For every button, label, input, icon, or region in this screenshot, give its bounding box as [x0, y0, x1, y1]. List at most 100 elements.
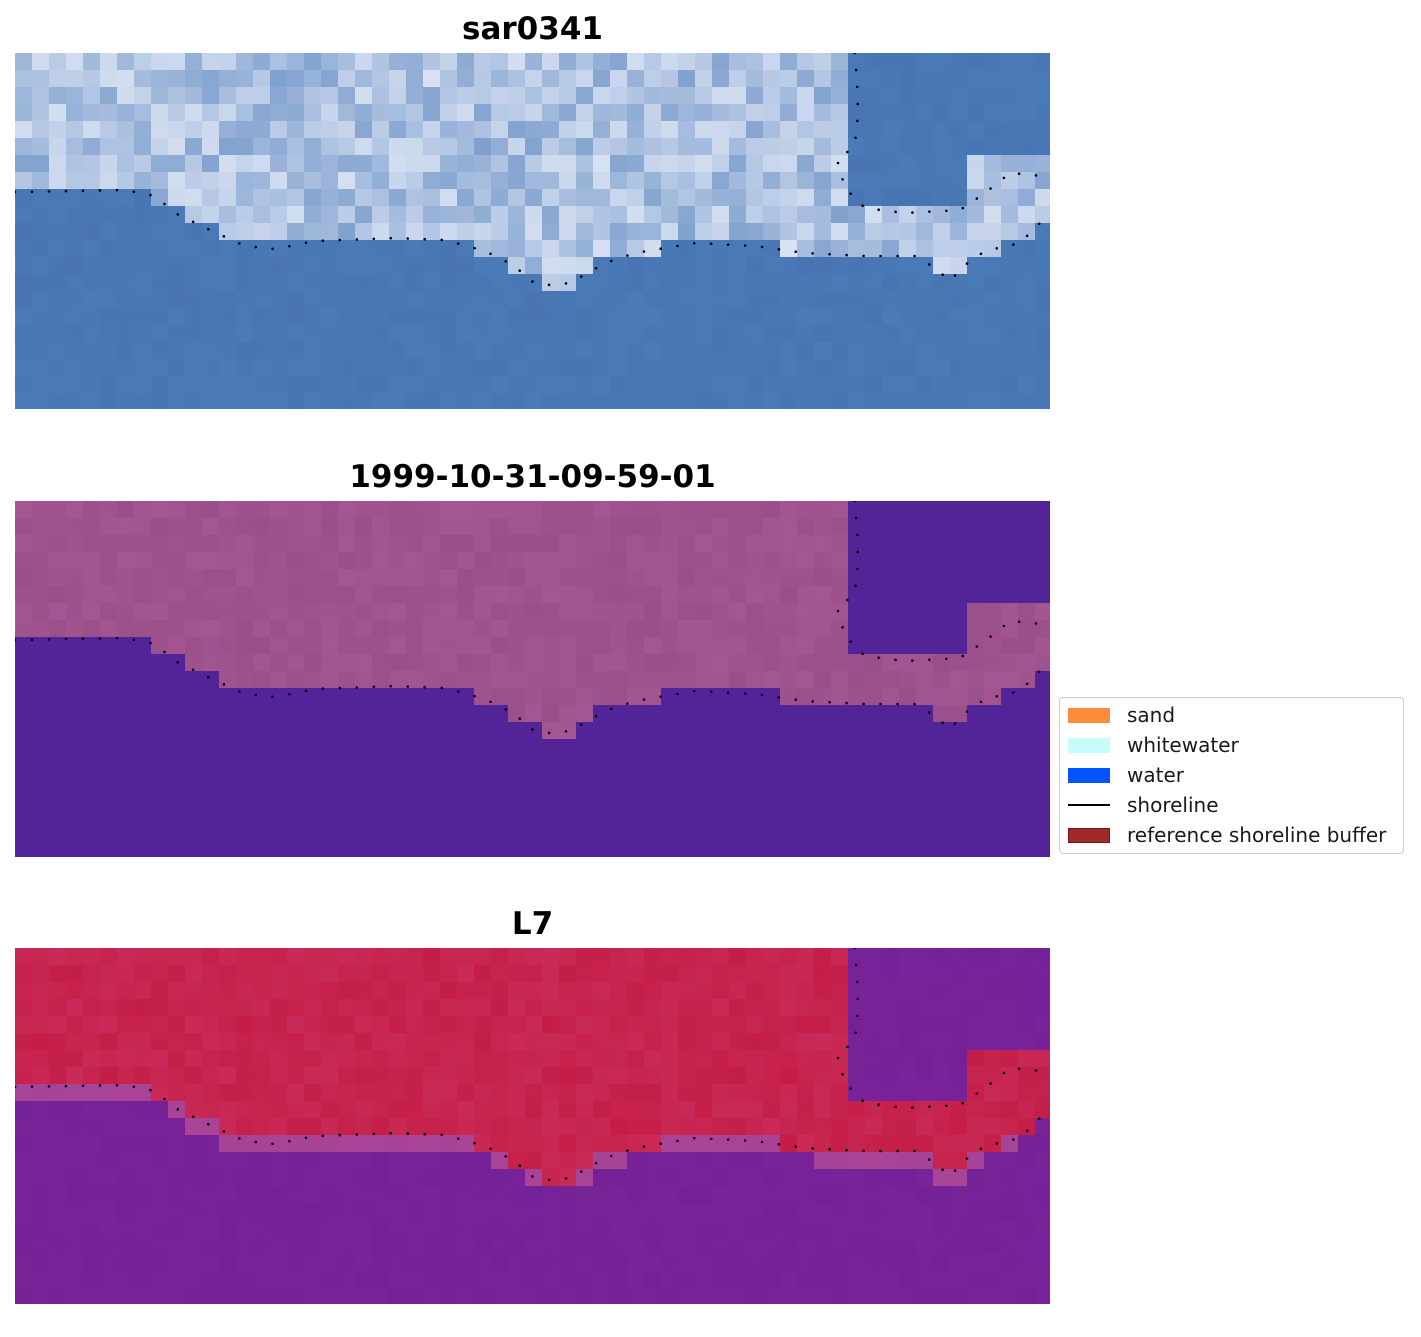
shoreline-dot [132, 638, 136, 642]
shoreline-dot [81, 189, 85, 193]
shoreline-dot [149, 641, 152, 645]
shoreline-dot [440, 686, 444, 690]
shoreline-dot [979, 1147, 983, 1151]
shoreline-dot [115, 636, 119, 640]
shoreline-dot [547, 1178, 551, 1182]
shoreline-dot [879, 1149, 882, 1153]
shoreline-dot [855, 85, 859, 89]
shoreline-dot [854, 68, 858, 72]
shoreline-dot [81, 1084, 85, 1088]
shoreline-dot [98, 189, 102, 192]
shoreline-dot [659, 1142, 662, 1146]
shoreline-dot [547, 283, 551, 287]
shoreline-dot [945, 1104, 948, 1108]
legend-item-water: water [1068, 763, 1184, 787]
shoreline-dot [979, 700, 983, 704]
shoreline-dot [271, 247, 274, 251]
shoreline-dot [626, 702, 629, 705]
shoreline-dot [894, 658, 897, 662]
shoreline-dot [856, 997, 859, 1001]
shoreline-dot [845, 701, 848, 705]
shoreline-dot [854, 136, 857, 140]
shoreline-dot [406, 685, 410, 688]
legend: sand whitewater water shoreline referenc… [1059, 697, 1404, 854]
shoreline-dot [855, 119, 859, 123]
shoreline-dot [610, 1154, 613, 1158]
shoreline-dot [692, 241, 696, 245]
shoreline-dot [610, 707, 613, 711]
image-panel-classified [15, 501, 1050, 857]
shoreline-dot [877, 208, 880, 212]
shoreline-dot [989, 635, 992, 638]
shoreline-dot [928, 658, 931, 661]
shoreline-dot [794, 250, 798, 254]
shoreline-dot [321, 1134, 325, 1138]
shoreline-dot [64, 189, 68, 193]
shoreline-dot [828, 1147, 831, 1151]
shoreline-dot [440, 238, 444, 242]
shoreline-dot [594, 266, 598, 270]
shoreline-dot [473, 246, 476, 250]
shoreline-dot [304, 689, 308, 693]
shoreline-dot [338, 238, 342, 242]
shoreline-dot [423, 685, 427, 689]
shoreline-dot [862, 1149, 865, 1153]
shoreline-dot [389, 684, 393, 688]
shoreline-dot [975, 1092, 979, 1095]
shoreline-dot [692, 1136, 696, 1140]
shoreline-dot [854, 516, 858, 520]
shoreline-dot [1034, 174, 1038, 177]
shoreline-dot [911, 659, 914, 662]
shoreline-dot [489, 1147, 492, 1151]
shoreline-dot [856, 550, 859, 554]
panel-title-1: sar0341 [462, 11, 603, 47]
shoreline-dot [961, 654, 965, 658]
shoreline-dot [1017, 620, 1021, 624]
shoreline-dot [760, 245, 764, 249]
shoreline-dot [854, 584, 857, 588]
shoreline-dot [176, 661, 180, 664]
shoreline-dot [518, 717, 522, 721]
shoreline-dot [254, 1140, 257, 1144]
shoreline-dot [372, 685, 376, 689]
shoreline-dot [81, 637, 85, 641]
legend-item-whitewater: whitewater [1068, 733, 1239, 757]
shoreline-dot [288, 692, 291, 696]
shoreline-dot [176, 1108, 180, 1111]
shoreline-dot [1037, 1117, 1041, 1121]
shoreline-dot [518, 1164, 522, 1168]
shoreline-dot [862, 254, 865, 258]
panel-title-2: 1999-10-31-09-59-01 [349, 459, 716, 495]
shoreline-dot [894, 210, 897, 214]
shoreline-dot [149, 1088, 152, 1092]
shoreline-dot [372, 237, 376, 241]
shoreline-dot [877, 656, 880, 660]
shoreline-dot [288, 1139, 291, 1143]
shoreline-dot [894, 1105, 897, 1109]
shoreline-dot [941, 273, 945, 277]
shoreline-dot [811, 1147, 814, 1150]
shoreline-dot [709, 1137, 713, 1141]
shoreline-dot [861, 204, 865, 208]
shoreline-dot [15, 190, 17, 194]
shoreline-dot [579, 723, 583, 726]
shoreline-dot [238, 690, 241, 693]
shoreline-dot [692, 689, 696, 693]
shoreline-dot [853, 948, 857, 950]
whitewater-swatch [1068, 737, 1110, 753]
shoreline-dot [547, 731, 551, 735]
shoreline-dot [163, 650, 166, 654]
shoreline-dot [995, 695, 999, 698]
shoreline-dot [659, 247, 662, 251]
shoreline-dot [338, 1133, 342, 1137]
shoreline-dot [149, 193, 152, 197]
shoreline-dot [855, 980, 859, 984]
shoreline-dot [1037, 670, 1041, 674]
shoreline-dot [47, 190, 51, 193]
legend-label-buffer: reference shoreline buffer [1127, 823, 1387, 847]
shoreline-dot [271, 1142, 274, 1146]
shoreline-dot [836, 1056, 840, 1060]
shoreline-dot [676, 1139, 679, 1143]
shoreline-dot [979, 252, 983, 256]
shoreline-dot [389, 236, 393, 240]
